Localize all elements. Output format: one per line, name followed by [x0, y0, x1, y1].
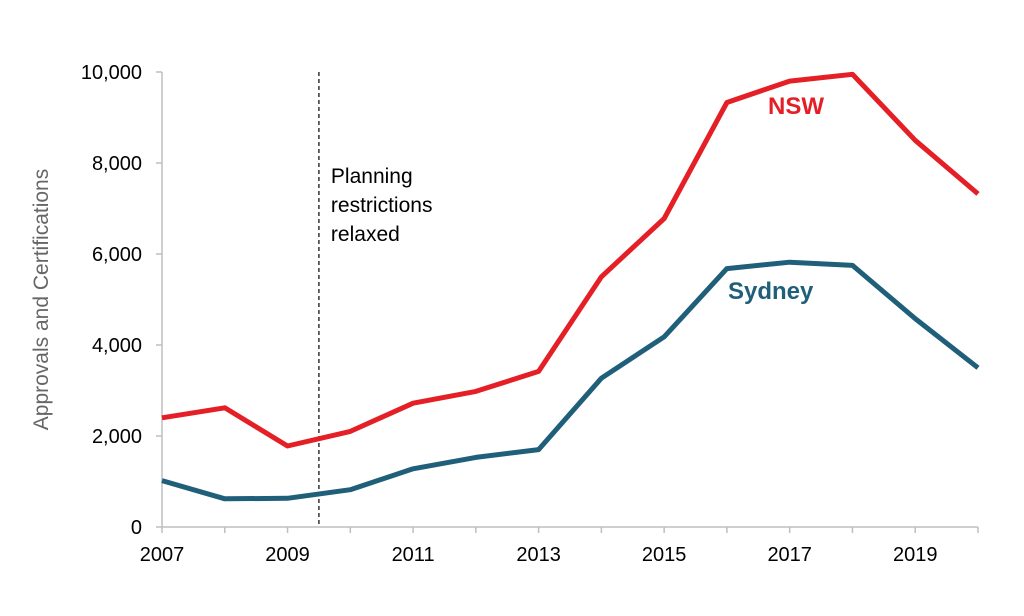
x-tick-label: 2011: [392, 544, 435, 566]
series-line-nsw: [161, 71, 980, 449]
annotation-text: Planning: [331, 165, 413, 188]
y-tick-label: 2,000: [92, 426, 142, 448]
series-group: NSW Sydney: [161, 71, 980, 502]
y-tick-label: 6,000: [92, 244, 142, 266]
annotation-text: relaxed: [331, 223, 400, 246]
axes: [156, 71, 979, 533]
y-tick-label: 0: [131, 517, 142, 539]
series-line-sydney: [161, 259, 980, 502]
x-tick-label: 2013: [516, 544, 561, 566]
y-tick-label: 4,000: [92, 335, 142, 357]
annotations: Planning restrictions relaxed: [318, 72, 433, 527]
y-tick-label: 10,000: [81, 62, 142, 84]
y-axis-title: Approvals and Certifications: [30, 169, 53, 430]
x-tick-label: 2019: [893, 544, 938, 566]
annotation-text: restrictions: [331, 194, 433, 217]
x-tick-label: 2009: [265, 544, 310, 566]
tick-labels: 0 2,000 4,000 6,000 8,000 10,000 2007 2009 2011 2…: [81, 62, 938, 566]
x-tick-label: 2017: [767, 544, 812, 566]
x-tick-label: 2007: [140, 544, 185, 566]
x-tick-label: 2015: [642, 544, 687, 566]
y-tick-label: 8,000: [92, 153, 142, 175]
series-label-nsw: NSW: [768, 93, 824, 120]
series-label-sydney: Sydney: [728, 278, 814, 305]
